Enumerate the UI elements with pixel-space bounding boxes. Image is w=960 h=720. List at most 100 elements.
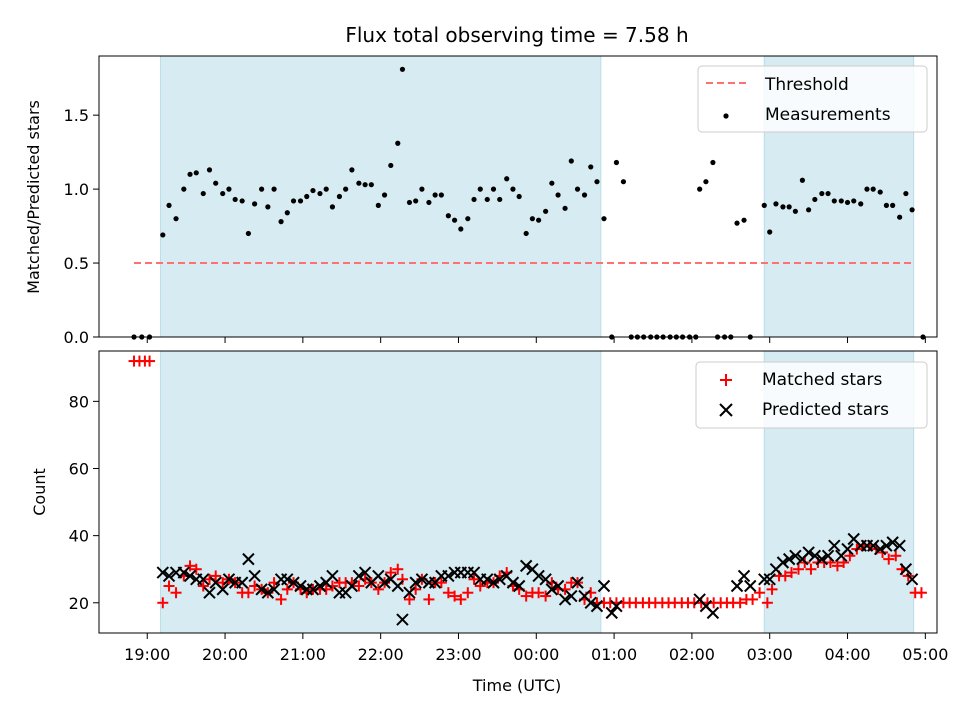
measurement-point: [438, 192, 444, 198]
predicted-star-stroke-b: [177, 566, 191, 579]
matched-star-point: [883, 553, 895, 565]
predicted-star-point: [886, 536, 899, 549]
matched-stars-points: [128, 355, 927, 609]
measurement-point: [581, 192, 588, 198]
measurement-point: [883, 202, 890, 208]
measurement-point: [568, 158, 574, 164]
predicted-star-point: [744, 579, 757, 593]
measurement-point: [909, 207, 915, 213]
measurement-point: [536, 217, 542, 223]
measurement-point: [323, 186, 329, 192]
matched-star-point: [396, 573, 408, 585]
measurement-point: [297, 198, 304, 204]
measurement-point: [574, 186, 581, 192]
measurement-point: [426, 199, 432, 206]
measurement-point: [831, 198, 837, 204]
predicted-star-point: [294, 579, 307, 593]
predicted-star-stroke-b: [255, 583, 268, 596]
predicted-star-point: [235, 576, 249, 589]
predicted-star-point: [306, 583, 320, 596]
predicted-star-point: [584, 596, 597, 609]
measurement-point: [265, 204, 271, 210]
measurement-point: [193, 170, 199, 176]
predicted-star-point: [519, 559, 533, 573]
predicted-star-point: [545, 583, 559, 596]
measurement-point: [271, 186, 277, 192]
bottom-y-tick-label: 40: [69, 527, 89, 546]
predicted-star-stroke-b: [744, 579, 757, 593]
predicted-star-point: [776, 556, 790, 569]
measurement-point: [451, 217, 458, 223]
predicted-star-stroke-b: [693, 593, 706, 606]
predicted-star-stroke-b: [358, 566, 372, 579]
measurement-point: [343, 186, 349, 192]
predicted-star-point: [177, 566, 191, 579]
predicted-star-stroke-b: [294, 579, 307, 593]
predicted-star-stroke-b: [378, 576, 391, 589]
legend-predicted-swatch: [719, 403, 733, 417]
predicted-star-point: [610, 599, 623, 613]
measurement-point: [220, 190, 226, 197]
measurement-point: [465, 216, 471, 222]
matched-star-point: [275, 593, 287, 605]
top-legend: Threshold Measurements: [697, 65, 928, 133]
measurement-point: [399, 66, 406, 72]
matched-star-point: [468, 573, 480, 585]
measurement-point: [877, 189, 883, 195]
measurement-point: [381, 192, 388, 198]
predicted-star-point: [197, 573, 210, 586]
predicted-star-stroke-b: [345, 579, 359, 593]
predicted-star-point: [396, 613, 409, 626]
x-tick-label: 03:00: [747, 645, 793, 664]
x-axis-label: Time (UTC): [472, 676, 561, 695]
measurement-point: [284, 210, 290, 216]
legend-predicted-label: Predicted stars: [762, 400, 889, 420]
measurement-point: [601, 216, 607, 222]
predicted-star-stroke-b: [532, 569, 545, 583]
measurement-point: [806, 207, 812, 213]
matched-star-point: [442, 587, 454, 599]
predicted-star-stroke-b: [880, 539, 893, 552]
bottom-legend-frame: [695, 361, 928, 429]
predicted-star-stroke-b: [261, 586, 275, 599]
measurement-point: [799, 177, 805, 183]
matched-star-point: [197, 580, 209, 592]
measurement-point: [432, 192, 438, 198]
x-tick-label: 05:00: [902, 645, 948, 664]
matched-star-point: [435, 577, 447, 589]
x-tick-label: 20:00: [202, 645, 248, 664]
bottom-x-ticks: 19:00 20:00 21:00 22:00 23:00 00:00 01:00 02:00…: [124, 633, 948, 664]
predicted-star-stroke-b: [539, 573, 552, 586]
top-y-tick-label: 0.5: [64, 254, 89, 273]
predicted-star-stroke-b: [222, 573, 236, 586]
predicted-star-stroke-b: [776, 556, 790, 569]
predicted-star-point: [841, 542, 854, 556]
measurement-point: [523, 230, 529, 237]
predicted-star-stroke-b: [558, 593, 572, 606]
predicted-star-point: [802, 546, 815, 559]
matched-star-point: [190, 563, 202, 575]
predicted-star-stroke-b: [481, 573, 494, 586]
measurement-point: [897, 214, 903, 220]
bottom-axes-frame: [98, 350, 938, 634]
predicted-star-point: [216, 583, 229, 596]
predicted-star-stroke-b: [802, 546, 815, 559]
bottom-y-axis-label: Count: [30, 468, 49, 516]
predicted-star-stroke-b: [415, 573, 429, 586]
predicted-star-stroke-b: [248, 569, 261, 583]
matched-star-point: [157, 597, 169, 609]
predicted-star-stroke-b: [313, 579, 327, 593]
predicted-star-point: [730, 579, 744, 593]
predicted-star-point: [442, 569, 455, 583]
top-panel: 0.0 0.5 1.0 1.5 Matched/Predicted stars Thr…: [24, 55, 938, 347]
predicted-star-stroke-b: [512, 579, 526, 593]
predicted-star-point: [706, 606, 720, 620]
predicted-star-point: [763, 573, 776, 586]
predicted-star-point: [605, 606, 618, 620]
predicted-star-stroke-b: [873, 542, 887, 556]
measurement-point: [336, 193, 343, 200]
predicted-star-point: [506, 576, 520, 589]
predicted-star-stroke-b: [526, 563, 539, 576]
matched-star-point: [805, 563, 817, 575]
matched-star-point: [915, 587, 927, 599]
